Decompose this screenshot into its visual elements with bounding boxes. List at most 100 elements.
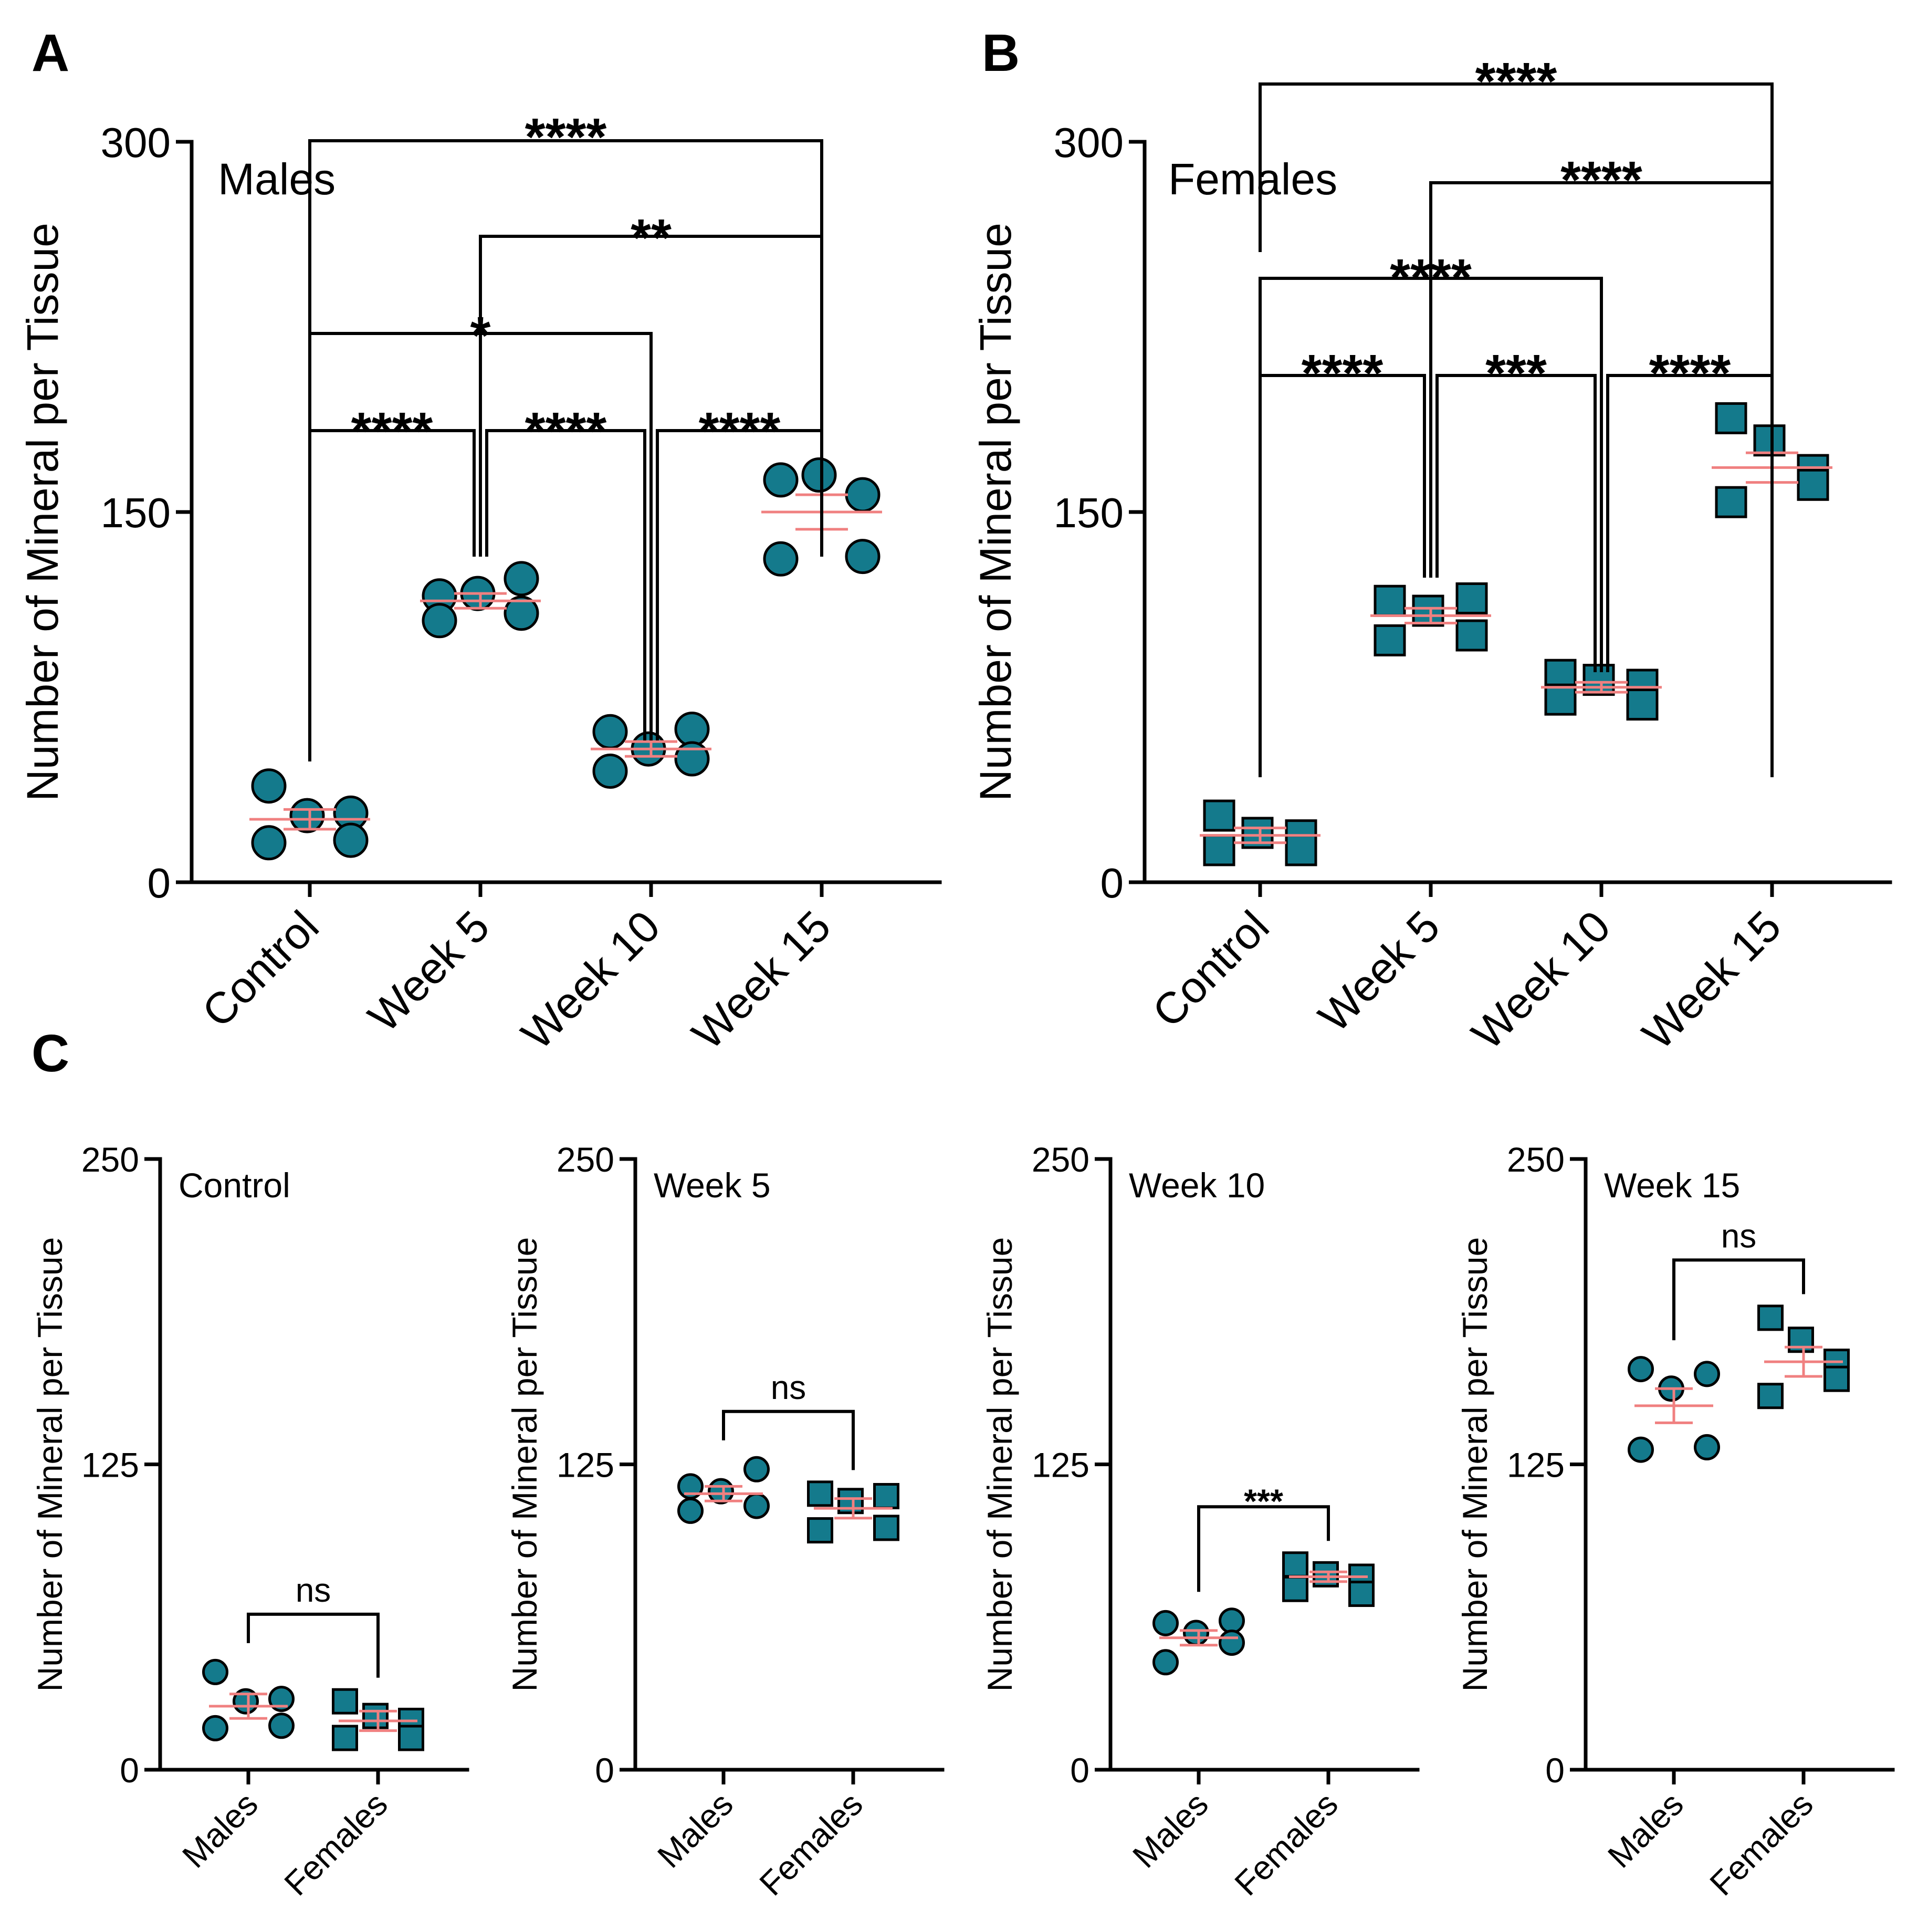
panel-C2: 0 125 250 Number of Mineral per Tissue Week … — [505, 1140, 945, 1903]
y-axis-label: Number of Mineral per Tissue — [1455, 1237, 1494, 1692]
y-tick-label: 300 — [101, 119, 171, 166]
data-point-circle — [289, 798, 325, 833]
y-tick-label: 125 — [81, 1445, 139, 1484]
data-point-circle — [504, 596, 539, 631]
y-axis-label: Number of Mineral per Tissue — [980, 1237, 1019, 1692]
y-tick-label: 0 — [120, 1751, 139, 1790]
y-tick-label: 150 — [101, 489, 171, 536]
data-point-circle — [251, 768, 287, 804]
data-point-circle — [743, 1456, 770, 1482]
data-point-square — [1757, 1304, 1784, 1331]
panel-C4: 0 125 250 Number of Mineral per Tissue Week … — [1455, 1140, 1895, 1903]
data-point-square — [1757, 1383, 1784, 1409]
data-point-circle — [845, 477, 881, 513]
significance-bracket — [1672, 1258, 1805, 1341]
data-point-square — [1797, 468, 1829, 501]
x-tick-label: Females — [752, 1785, 869, 1903]
data-point-square — [807, 1517, 833, 1544]
data-point-square — [1282, 1551, 1308, 1578]
significance-label: **** — [525, 402, 607, 461]
group-label: Week 15 — [1604, 1166, 1740, 1205]
data-point-circle — [1628, 1356, 1654, 1383]
data-point-square — [1753, 424, 1786, 457]
y-axis-label: Number of Mineral per Tissue — [971, 223, 1020, 801]
y-tick-label: 150 — [1054, 489, 1124, 536]
data-point-circle — [333, 822, 369, 858]
data-point-square — [1455, 619, 1488, 652]
data-point-square — [1374, 584, 1406, 617]
data-point-square — [873, 1482, 899, 1509]
significance-label: **** — [351, 402, 433, 461]
data-point-square — [362, 1703, 389, 1729]
y-tick-label: 0 — [1101, 860, 1124, 906]
data-point-circle — [1694, 1361, 1720, 1387]
data-point-circle — [202, 1715, 228, 1741]
data-point-square — [1412, 594, 1444, 627]
x-tick-label: Control — [1143, 901, 1278, 1037]
data-point-circle — [251, 825, 287, 861]
y-tick-label: 250 — [81, 1140, 139, 1179]
data-point-square — [1203, 834, 1235, 866]
data-point-circle — [677, 1497, 704, 1524]
data-point-square — [332, 1725, 358, 1751]
significance-label: *** — [1244, 1482, 1283, 1520]
x-tick-label: Males — [1125, 1785, 1215, 1875]
data-point-square — [1455, 582, 1488, 614]
data-point-square — [398, 1725, 424, 1751]
data-point-circle — [202, 1658, 228, 1685]
data-point-square — [1374, 624, 1406, 656]
panel-C3: 0 125 250 Number of Mineral per Tissue Week … — [980, 1140, 1420, 1903]
data-point-circle — [1152, 1649, 1179, 1676]
data-point-square — [1715, 402, 1747, 434]
significance-label: **** — [1649, 344, 1731, 403]
data-point-square — [332, 1688, 358, 1715]
x-tick-label: Females — [277, 1785, 394, 1903]
x-tick-label: Week 5 — [1309, 901, 1449, 1041]
y-tick-label: 250 — [1507, 1140, 1565, 1179]
data-point-circle — [1219, 1607, 1245, 1634]
significance-label: ns — [771, 1369, 806, 1406]
panel-label: C — [32, 1024, 69, 1083]
data-point-square — [1715, 486, 1747, 518]
x-tick-label: Week 10 — [512, 901, 669, 1059]
significance-label: **** — [699, 402, 781, 461]
y-tick-label: 0 — [1070, 1751, 1089, 1790]
data-point-circle — [674, 712, 710, 747]
y-tick-label: 250 — [557, 1140, 614, 1179]
data-point-square — [1348, 1581, 1375, 1607]
panel-label: A — [32, 24, 69, 82]
significance-bracket — [1259, 374, 1426, 777]
panel-A: A 0 150 300 Number of Mineral per Tissue Male… — [18, 24, 942, 1059]
y-tick-label: 0 — [1545, 1751, 1565, 1790]
data-point-square — [1823, 1365, 1850, 1392]
significance-label: **** — [1475, 52, 1557, 111]
data-point-circle — [592, 714, 628, 749]
data-point-square — [873, 1515, 899, 1541]
x-tick-label: Control — [193, 901, 328, 1037]
group-label: Week 10 — [1129, 1166, 1265, 1205]
significance-bracket — [722, 1409, 855, 1470]
group-label: Males — [218, 154, 336, 204]
significance-bracket — [485, 429, 646, 740]
significance-label: *** — [1485, 344, 1547, 403]
data-point-circle — [763, 541, 799, 577]
data-point-circle — [801, 457, 837, 493]
data-point-circle — [1219, 1630, 1245, 1656]
y-tick-label: 0 — [148, 860, 171, 906]
data-point-circle — [1183, 1620, 1209, 1646]
y-tick-label: 300 — [1054, 119, 1124, 166]
x-tick-label: Females — [1227, 1785, 1345, 1903]
data-point-circle — [268, 1686, 295, 1712]
y-tick-label: 250 — [1032, 1140, 1089, 1179]
data-point-circle — [743, 1492, 770, 1519]
x-tick-label: Males — [175, 1785, 265, 1875]
significance-bracket — [1197, 1505, 1330, 1592]
data-point-circle — [1152, 1610, 1179, 1636]
y-axis-label: Number of Mineral per Tissue — [30, 1237, 69, 1692]
data-point-square — [807, 1480, 833, 1507]
group-label: Females — [1168, 154, 1337, 204]
panel-B: B 0 150 300 Number of Mineral per Tissue Fema… — [971, 24, 1892, 1059]
x-tick-label: Males — [650, 1785, 740, 1875]
y-axis-label: Number of Mineral per Tissue — [505, 1237, 544, 1692]
